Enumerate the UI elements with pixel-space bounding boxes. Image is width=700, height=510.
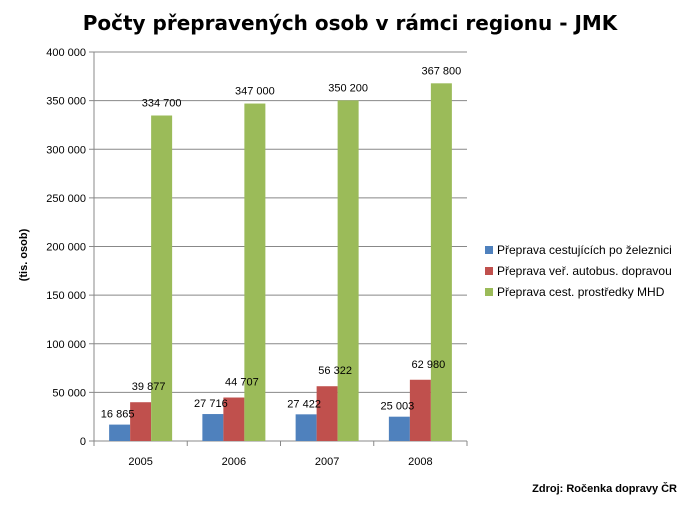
bar — [316, 386, 338, 441]
bar — [430, 83, 452, 441]
x-tick-label: 2008 — [408, 456, 432, 468]
data-label: 56 322 — [318, 365, 352, 377]
axes: 0 50 000 100 000 150 000 200 000 250 000 300 0… — [46, 47, 468, 468]
legend-swatch — [485, 246, 493, 254]
x-tick-label: 2005 — [128, 456, 152, 468]
legend: Přeprava cestujících po železnici Přeprav… — [485, 243, 672, 299]
legend-swatch — [485, 288, 493, 296]
data-label: 347 000 — [235, 86, 275, 98]
chart-title: Počty přepravených osob v rámci regionu … — [83, 11, 619, 35]
bar — [151, 115, 173, 442]
y-axis-label: (tis. osob) — [18, 228, 30, 281]
y-tick-label: 100 000 — [46, 339, 86, 351]
bar — [337, 100, 359, 442]
data-label: 62 980 — [412, 359, 446, 371]
data-label: 44 707 — [225, 377, 259, 389]
data-label: 27 422 — [287, 398, 321, 410]
bar — [109, 424, 131, 441]
bar — [202, 414, 224, 441]
bar — [295, 414, 317, 441]
y-tick-label: 50 000 — [52, 387, 86, 399]
y-tick-label: 300 000 — [46, 144, 86, 156]
bar — [223, 397, 245, 441]
data-label: 350 200 — [328, 82, 368, 94]
legend-label: Přeprava veř. autobus. dopravou — [497, 264, 672, 278]
data-label: 334 700 — [142, 98, 182, 110]
y-tick-label: 250 000 — [46, 193, 86, 205]
x-tick-label: 2006 — [222, 456, 246, 468]
y-tick-label: 400 000 — [46, 47, 86, 59]
bars — [109, 83, 452, 442]
data-label: 367 800 — [421, 65, 461, 77]
data-label: 39 877 — [132, 381, 166, 393]
bar — [130, 402, 152, 441]
data-label: 16 865 — [101, 409, 135, 421]
y-tick-label: 200 000 — [46, 242, 86, 254]
bar — [388, 416, 410, 441]
y-tick-label: 350 000 — [46, 96, 86, 108]
bar — [409, 379, 431, 441]
source-note: Zdroj: Ročenka dopravy ČR — [532, 482, 677, 495]
data-labels: 16 865 39 877 334 700 27 716 44 707 347 000 27… — [101, 65, 461, 420]
data-label: 27 716 — [194, 398, 228, 410]
data-label: 25 003 — [381, 401, 415, 413]
x-tick-label: 2007 — [315, 456, 339, 468]
y-tick-label: 150 000 — [46, 290, 86, 302]
legend-swatch — [485, 267, 493, 275]
bar — [244, 103, 266, 441]
legend-label: Přeprava cest. prostředky MHD — [497, 285, 665, 299]
y-tick-label: 0 — [80, 436, 86, 448]
legend-label: Přeprava cestujících po železnici — [497, 243, 672, 257]
